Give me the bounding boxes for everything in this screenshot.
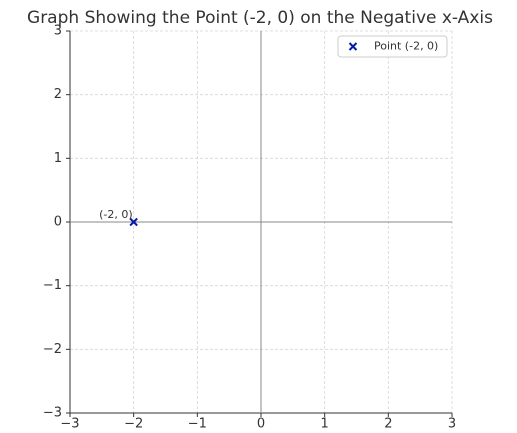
annotation: (-2, 0): [99, 208, 133, 221]
x-tick-label: 3: [448, 417, 456, 432]
y-tick-label: 2: [54, 87, 62, 102]
x-tick-label: 2: [384, 417, 392, 432]
x-tick-label: 0: [257, 417, 265, 432]
y-tick-label: 3: [54, 24, 62, 39]
y-tick-label: −2: [43, 342, 62, 357]
x-tick-label: −2: [124, 417, 143, 432]
y-tick-label: 1: [54, 151, 62, 166]
legend-box: [337, 35, 448, 58]
y-tick-label: −3: [43, 406, 62, 421]
y-tick-label: −1: [43, 278, 62, 293]
legend-marker: [348, 42, 358, 51]
chart-title: Graph Showing the Point (-2, 0) on the N…: [27, 8, 493, 28]
x-tick-label: −1: [188, 417, 207, 432]
legend-label: Point (-2, 0): [374, 40, 438, 53]
data-point: [129, 217, 138, 227]
y-tick-label: 0: [54, 215, 62, 230]
x-tick-label: 1: [321, 417, 329, 432]
x-tick-label: −3: [60, 417, 79, 432]
